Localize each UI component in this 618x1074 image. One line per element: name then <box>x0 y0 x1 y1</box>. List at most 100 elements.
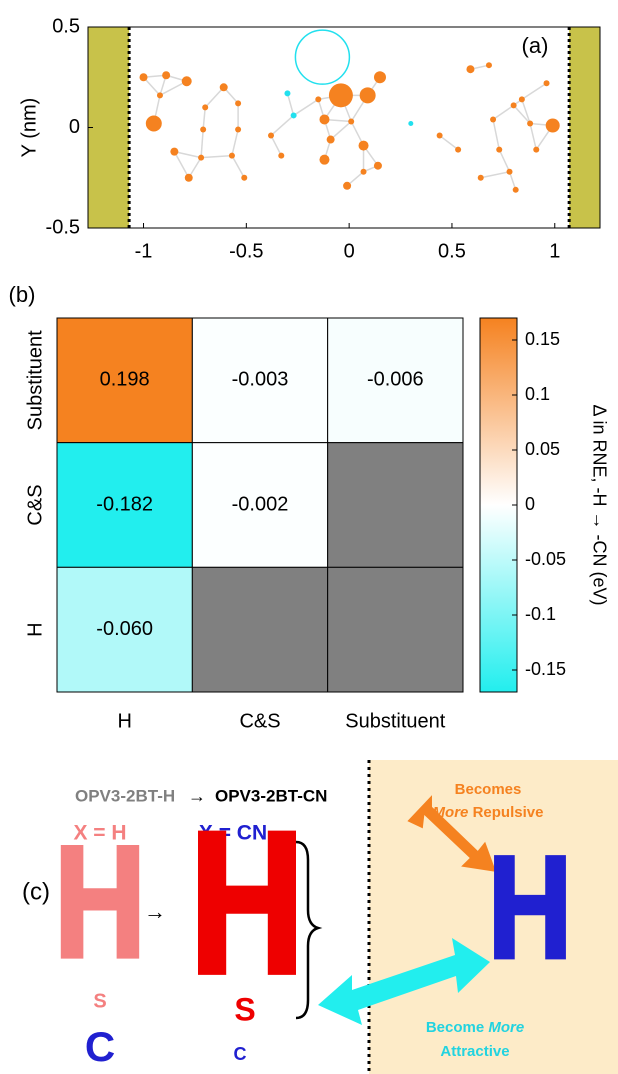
column-label: H <box>117 710 131 732</box>
atom <box>139 73 148 82</box>
wall <box>569 27 600 228</box>
bond <box>200 129 204 158</box>
bond <box>142 76 161 96</box>
attractive-text: More <box>488 1019 524 1036</box>
bond <box>293 98 319 117</box>
x-tick-label: 0 <box>344 240 355 262</box>
s-label: S <box>93 990 106 1012</box>
colorbar-tick-label: -0.15 <box>525 659 566 679</box>
atom <box>373 71 386 84</box>
atom <box>358 140 369 151</box>
atom <box>527 120 534 127</box>
heat-cell <box>327 566 464 693</box>
atom <box>490 116 497 123</box>
atom <box>184 173 193 182</box>
atom <box>219 83 228 92</box>
atom <box>294 29 351 85</box>
repulsive-text: Repulsive <box>473 804 544 821</box>
panel-c: (c) OPV3-2BT-H → OPV3-2BT-CN X = H X = C… <box>22 760 618 1074</box>
heat-cell <box>191 442 329 568</box>
atom <box>170 147 179 156</box>
bond <box>202 107 206 130</box>
cell-label: -0.003 <box>232 369 289 391</box>
heat-cell <box>327 317 464 444</box>
atom <box>200 126 207 133</box>
bond <box>480 170 510 179</box>
heat-cell <box>56 566 193 693</box>
big-h: H <box>184 792 310 1022</box>
colorbar-tick-label: -0.05 <box>525 549 566 569</box>
cell-label: -0.006 <box>367 369 424 391</box>
atom <box>156 92 163 99</box>
colorbar-tick-label: -0.1 <box>525 604 556 624</box>
atom <box>202 104 209 111</box>
panel-label: (a) <box>522 33 549 58</box>
atom <box>268 132 275 139</box>
bond <box>330 120 352 141</box>
colorbar-tick-label: 0.1 <box>525 384 550 404</box>
atom <box>496 146 503 153</box>
column-label: C&S <box>239 710 280 732</box>
bond <box>521 82 547 100</box>
bond <box>492 104 515 121</box>
column-label: Substituent <box>345 710 446 732</box>
panel-b: 0.198 -0.003 -0.006 -0.182 -0.002 -0.060 Subst… <box>9 282 610 732</box>
c-label: C <box>234 1044 247 1064</box>
bond <box>286 93 295 116</box>
atom <box>278 152 285 159</box>
row-label: Substituent <box>24 330 46 431</box>
atom <box>162 71 171 80</box>
to-label: OPV3-2BT-CN <box>215 786 327 805</box>
row-label: H <box>24 622 46 636</box>
c-label: C <box>85 1023 115 1070</box>
atom <box>326 135 335 144</box>
repulsive-arrow <box>407 795 497 872</box>
atom <box>373 161 382 170</box>
y-axis-label: Y (nm) <box>18 98 40 158</box>
panel-label: (b) <box>9 282 36 307</box>
atom <box>360 168 367 175</box>
atom <box>545 118 560 133</box>
atom <box>506 168 513 175</box>
repulsive-text: More Repulsive <box>433 804 544 821</box>
bond <box>173 151 190 179</box>
atom <box>343 181 352 190</box>
colorbar-label: Δ in RNE, -H → -CN (eV) <box>589 404 609 605</box>
x-h-label: X = H <box>73 822 126 845</box>
shaded-region <box>369 760 618 1074</box>
heat-cell <box>56 317 193 444</box>
atom <box>198 154 205 161</box>
x-tick-label: 1 <box>549 240 560 262</box>
atom <box>518 96 525 103</box>
brace <box>295 840 323 1020</box>
atom <box>455 146 462 153</box>
attractive-text: Attractive <box>440 1043 509 1060</box>
bond <box>270 114 295 137</box>
x-cn-label: X = CN <box>199 822 267 845</box>
atom <box>315 96 322 103</box>
cell-label: -0.002 <box>232 493 289 515</box>
heat-cell <box>56 442 193 568</box>
atom <box>485 62 492 69</box>
colorbar-tick-label: 0 <box>525 494 535 514</box>
bond <box>498 149 511 173</box>
y-tick-label: 0.5 <box>52 15 80 37</box>
heat-cell <box>191 317 329 444</box>
wall <box>88 27 130 228</box>
atom <box>348 118 355 125</box>
x-tick-label: -1 <box>135 240 153 262</box>
atom <box>328 83 353 108</box>
cell-label: 0.198 <box>100 369 150 391</box>
bond <box>231 155 245 179</box>
s-label: S <box>234 991 255 1027</box>
atom <box>319 154 330 165</box>
atom <box>235 100 242 107</box>
atom <box>284 90 291 97</box>
heat-cell <box>327 442 464 568</box>
from-label: OPV3-2BT-H <box>75 786 175 805</box>
panel-label: (c) <box>22 878 50 905</box>
colorbar <box>479 317 518 693</box>
y-tick-label: -0.5 <box>46 216 80 238</box>
colorbar-tick-label: 0.15 <box>525 329 560 349</box>
atom <box>510 102 517 109</box>
